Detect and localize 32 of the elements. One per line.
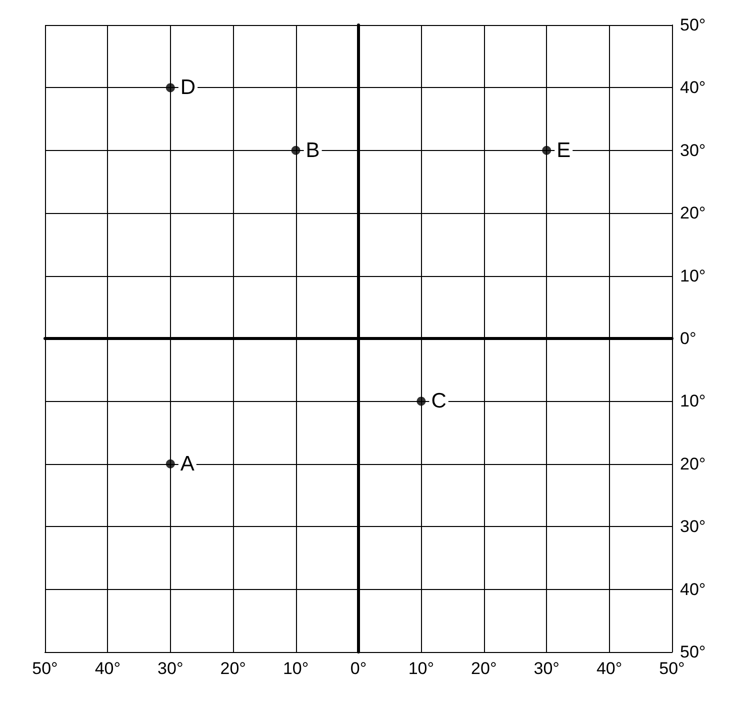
y-tick-label: 20° — [680, 454, 706, 474]
annotation: E — [556, 138, 571, 162]
y-tick-label: 10° — [680, 392, 706, 411]
annotation: B — [306, 138, 320, 162]
annotation: D — [180, 76, 196, 100]
annotation: C — [431, 390, 446, 413]
x-tick-label: 10° — [408, 659, 434, 678]
x-tick-label: 40° — [94, 659, 121, 678]
x-tick-label: 50° — [32, 659, 58, 678]
x-tick-label: 40° — [596, 659, 622, 678]
y-tick-label: 40° — [680, 580, 706, 599]
x-tick-label: 50° — [659, 659, 685, 678]
x-tick-label: 20° — [471, 659, 497, 678]
y-tick-label: 30° — [680, 140, 706, 160]
point — [166, 459, 175, 468]
x-tick-label: 20° — [220, 659, 246, 678]
point — [416, 396, 426, 406]
point — [166, 83, 175, 92]
y-tick-label: 10° — [680, 266, 706, 286]
y-tick-label: 50° — [680, 642, 706, 662]
y-tick-label: 50° — [680, 16, 706, 34]
point — [542, 146, 552, 155]
y-tick-label: 0° — [680, 329, 696, 348]
x-tick-label: 0° — [350, 659, 367, 678]
x-tick-label: 30° — [158, 659, 184, 678]
x-tick-label: 30° — [534, 659, 560, 678]
point — [291, 146, 300, 155]
annotation: A — [180, 452, 194, 476]
y-tick-label: 30° — [680, 517, 706, 536]
y-tick-label: 20° — [680, 204, 706, 223]
x-tick-label: 10° — [282, 659, 309, 678]
y-tick-label: 40° — [680, 78, 706, 98]
